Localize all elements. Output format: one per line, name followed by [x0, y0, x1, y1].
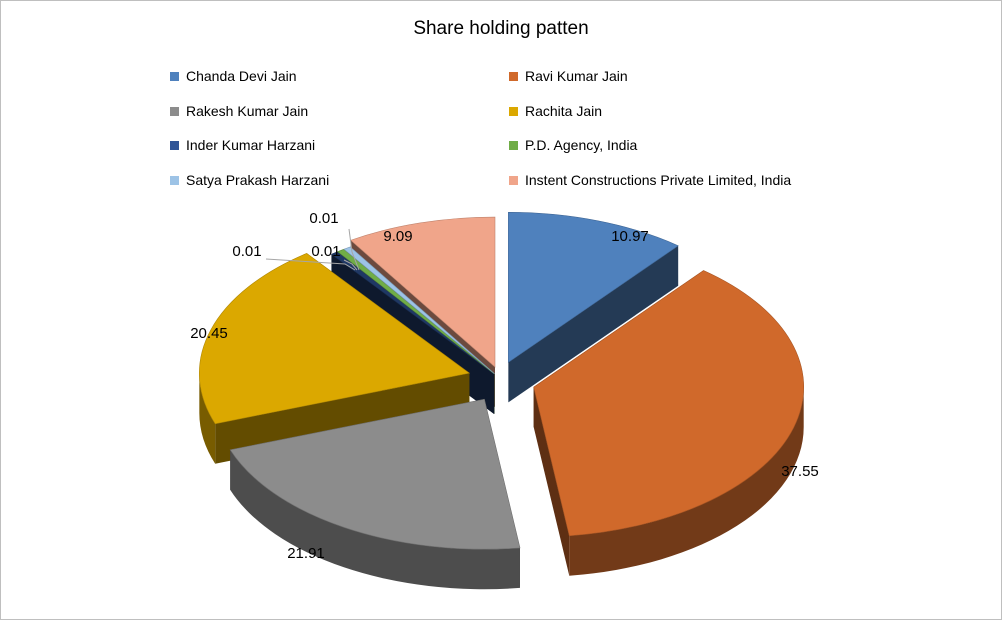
pie-slice-rakesh-kumar-jain	[229, 398, 521, 550]
legend-item-pd-agency-india: P.D. Agency, India	[509, 137, 637, 157]
leader-line	[343, 259, 358, 271]
pie-slice-rachita-jain	[199, 253, 471, 425]
legend-item-satya-prakash-harzani: Satya Prakash Harzani	[170, 172, 329, 192]
pie-slice-chanda-devi-jain	[508, 212, 679, 363]
pie-slice-wall	[533, 387, 570, 576]
legend-item-rakesh-kumar-jain: Rakesh Kumar Jain	[170, 103, 308, 123]
data-label: 10.97	[611, 228, 649, 245]
data-labels: 10.97 37.55 21.91 20.45 0.01 0.01 0.01 9.09	[190, 210, 819, 562]
pie-tops	[199, 212, 804, 550]
legend-label: Instent Constructions Private Limited, I…	[525, 172, 792, 188]
data-label: 37.55	[781, 463, 819, 480]
pie-slice-rim	[199, 373, 216, 464]
legend-swatch	[170, 106, 179, 116]
legend-item-chanda-devi-jain: Chanda Devi Jain	[170, 68, 297, 88]
data-label: 0.01	[311, 243, 340, 260]
legend-label: Inder Kumar Harzani	[186, 137, 316, 153]
data-label: 0.01	[232, 243, 261, 260]
legend-label: Ravi Kumar Jain	[525, 68, 628, 84]
legend-label: Rakesh Kumar Jain	[186, 103, 309, 119]
pie-slice-rim	[569, 387, 804, 576]
legend-item-ravi-kumar-jain: Ravi Kumar Jain	[509, 68, 628, 88]
pie-slice-wall	[508, 245, 679, 403]
legend-swatch	[170, 71, 179, 81]
chart-title: Share holding patten	[413, 18, 589, 39]
legend-swatch	[170, 175, 179, 185]
data-label: 21.91	[287, 545, 325, 562]
pie-slice-side	[508, 245, 679, 403]
legend-swatch	[509, 140, 518, 150]
legend-swatch	[509, 71, 518, 81]
legend-label: Satya Prakash Harzani	[186, 172, 330, 188]
legend-label: P.D. Agency, India	[525, 137, 638, 153]
data-label: 20.45	[190, 325, 228, 342]
legend-item-instent-constructions: Instent Constructions Private Limited, I…	[509, 172, 791, 192]
pie-slice-instent-constructions-private-limited-india	[350, 216, 496, 368]
legend-swatch	[170, 140, 179, 150]
legend-label: Rachita Jain	[525, 103, 603, 119]
legend-item-inder-kumar-harzani: Inder Kumar Harzani	[170, 137, 315, 157]
data-label: 0.01	[309, 210, 338, 227]
legend-swatch	[509, 106, 518, 116]
leader-line	[348, 228, 360, 271]
legend-swatch	[509, 175, 518, 185]
leader-line	[265, 258, 356, 271]
pie-slice-rim	[230, 449, 520, 590]
pie-slice-ravi-kumar-jain	[533, 270, 804, 537]
pie-slice-satya-prakash-harzani	[343, 246, 495, 374]
legend-label: Chanda Devi Jain	[186, 68, 297, 84]
legend-item-rachita-jain: Rachita Jain	[509, 103, 602, 123]
data-label: 9.09	[383, 228, 412, 245]
